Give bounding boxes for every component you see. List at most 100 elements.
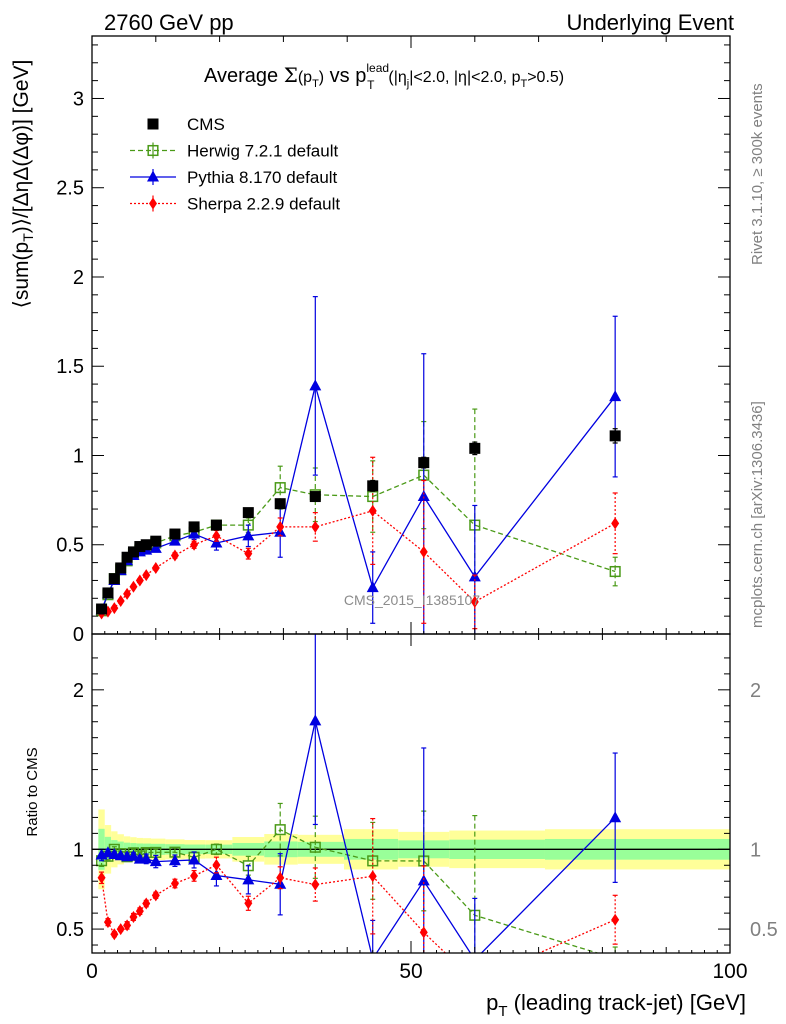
ratio-y-tick-label-right: 1 <box>750 839 761 861</box>
series-line <box>100 383 616 611</box>
ratio-point <box>142 897 151 910</box>
data-point <box>242 529 255 541</box>
data-point <box>102 587 114 599</box>
data-point <box>96 603 108 615</box>
y-tick-label: 1 <box>73 445 84 467</box>
data-point <box>366 581 379 593</box>
ratio-point <box>188 853 201 865</box>
data-point <box>609 430 621 442</box>
data-point <box>134 541 146 553</box>
ratio-point <box>135 905 144 918</box>
y-tick-label: 2.5 <box>56 178 84 200</box>
data-point <box>309 379 322 391</box>
series-CMS <box>96 428 621 615</box>
ratio-y-tick-label: 0.5 <box>56 919 84 941</box>
ratio-series-Pythia 8.170 default <box>95 634 622 964</box>
ratio-point <box>609 811 622 823</box>
data-point <box>108 573 120 585</box>
ratio-point <box>168 854 181 866</box>
x-tick-label: 100 <box>712 960 747 983</box>
ratio-point <box>170 877 179 890</box>
legend: CMS Herwig 7.2.1 default Pythia 8.170 defa… <box>130 115 340 214</box>
ratio-point <box>190 869 199 882</box>
data-point <box>276 520 285 533</box>
main-panel: 0 0.5 1 1.5 2 2.5 3 <box>56 35 731 646</box>
ratio-point <box>210 843 222 855</box>
ratio-y-tick-label: 1 <box>73 839 84 861</box>
data-point <box>469 442 481 454</box>
ratio-point <box>129 910 138 923</box>
series-Sherpa 2.2.9 default <box>97 456 620 630</box>
data-point <box>611 517 620 530</box>
y-tick-label: 3 <box>73 88 84 110</box>
legend-label: Herwig 7.2.1 default <box>187 142 338 161</box>
ratio-point <box>116 923 125 936</box>
data-point <box>309 491 321 503</box>
y-tick-label: 1.5 <box>56 356 84 378</box>
data-point <box>140 539 152 551</box>
ratio-point <box>311 878 320 891</box>
x-tick-label: 50 <box>399 960 422 983</box>
data-point <box>150 535 162 547</box>
data-point <box>417 490 430 502</box>
data-point <box>274 498 286 510</box>
y-tick-label: 0.5 <box>56 535 84 557</box>
data-point <box>110 602 119 615</box>
data-point <box>151 561 160 574</box>
y-tick-label: 0 <box>73 624 84 646</box>
data-point <box>210 519 222 531</box>
data-point <box>609 565 621 578</box>
chart-title: Average Σ(pT) vs plead T (|ηj|<2.0, |η|<2.… <box>204 61 564 92</box>
legend-label: Pythia 8.170 default <box>187 168 338 187</box>
ratio-point <box>103 916 112 929</box>
data-point <box>115 562 127 574</box>
data-point <box>170 549 179 562</box>
data-point <box>210 536 223 548</box>
ratio-point <box>110 928 119 941</box>
ratio-point <box>151 889 160 902</box>
mcplots-credit-label: mcplots.cern.ch [arXiv:1306.3436] <box>749 401 766 628</box>
data-point <box>142 569 151 582</box>
legend-marker <box>147 144 159 157</box>
beam-label: 2760 GeV pp <box>104 10 234 35</box>
x-tick-label: 0 <box>86 960 98 983</box>
ratio-series-line <box>100 864 616 953</box>
ratio-point <box>469 953 481 964</box>
ratio-point <box>210 868 223 880</box>
ratio-point <box>97 871 106 884</box>
ratio-point <box>212 859 221 872</box>
data-point <box>419 545 428 558</box>
data-point <box>244 547 253 560</box>
legend-marker <box>149 197 157 210</box>
data-point <box>123 587 132 600</box>
ratio-point <box>368 870 377 883</box>
data-point <box>129 580 138 593</box>
ratio-series-Sherpa 2.2.9 default <box>97 817 620 953</box>
ratio-frame <box>91 633 731 954</box>
ratio-point <box>609 952 621 953</box>
ratio-y-tick-label-right: 2 <box>750 680 761 702</box>
data-point <box>135 574 144 587</box>
ratio-point <box>309 714 322 726</box>
data-point <box>127 546 139 558</box>
data-point <box>188 527 201 539</box>
ratio-point <box>611 913 620 926</box>
ratio-point <box>276 871 285 884</box>
data-point <box>274 482 286 494</box>
data-point <box>470 595 479 608</box>
data-point <box>609 390 622 402</box>
data-point <box>169 528 181 540</box>
ratio-y-tick-label-right: 0.5 <box>750 919 778 941</box>
data-point <box>418 457 430 469</box>
ratio-point <box>274 824 286 836</box>
analysis-watermark: CMS_2015_I1385107 <box>344 592 480 608</box>
ratio-point <box>123 919 132 932</box>
data-point <box>168 534 181 546</box>
ratio-point <box>242 873 255 885</box>
data-point <box>149 541 162 553</box>
legend-label: CMS <box>187 115 225 134</box>
data-point <box>311 520 320 533</box>
data-point <box>242 507 254 519</box>
